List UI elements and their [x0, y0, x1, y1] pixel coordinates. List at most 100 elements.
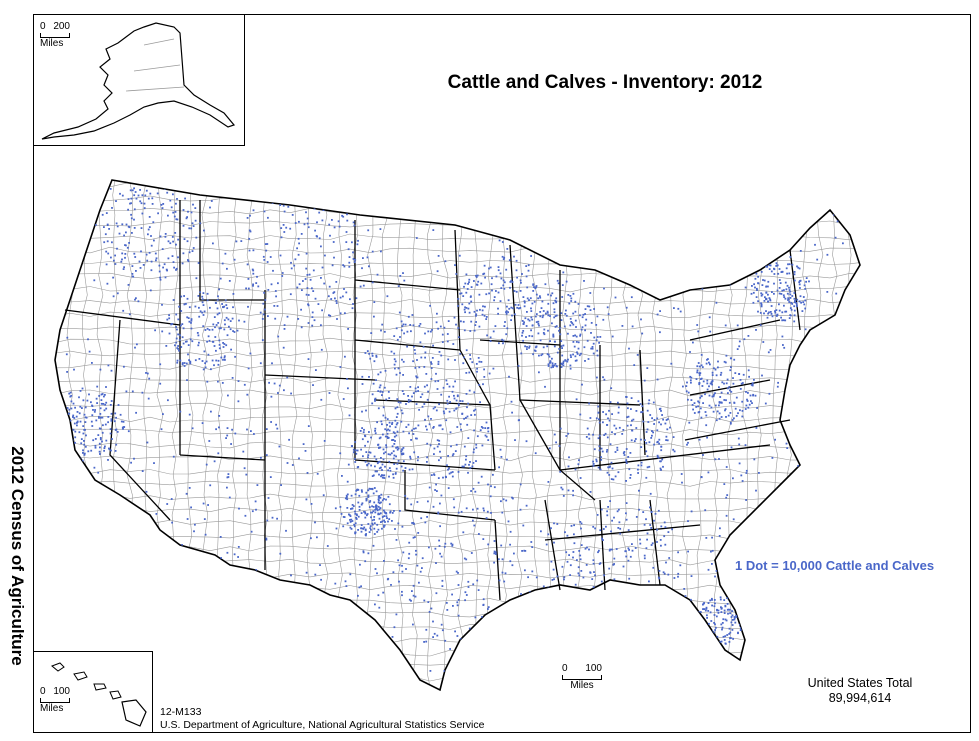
- county-border: [666, 180, 674, 690]
- cattle-dot: [585, 564, 588, 566]
- cattle-dot: [659, 460, 661, 463]
- cattle-dot: [488, 372, 491, 375]
- cattle-dot: [378, 502, 381, 505]
- cattle-dot: [553, 433, 556, 436]
- cattle-dot: [283, 231, 286, 233]
- cattle-dot: [473, 429, 475, 432]
- cattle-dot: [722, 618, 725, 621]
- cattle-dot: [469, 354, 471, 356]
- cattle-dot: [584, 329, 586, 332]
- cattle-dot: [401, 594, 403, 597]
- cattle-dot: [400, 409, 403, 412]
- cattle-dot: [307, 226, 310, 229]
- cattle-dot: [606, 510, 608, 513]
- cattle-dot: [399, 275, 402, 277]
- cattle-dot: [467, 580, 470, 583]
- cattle-dot: [808, 441, 811, 443]
- cattle-dot: [374, 427, 377, 430]
- cattle-dot: [162, 266, 164, 269]
- cattle-dot: [121, 258, 123, 261]
- cattle-dot: [474, 642, 477, 644]
- cattle-dot: [427, 390, 429, 393]
- cattle-dot: [601, 628, 603, 631]
- cattle-dot: [574, 359, 577, 362]
- cattle-dot: [782, 344, 784, 346]
- cattle-dot: [687, 391, 690, 394]
- cattle-dot: [804, 328, 807, 331]
- cattle-dot: [495, 290, 497, 292]
- cattle-dot: [279, 552, 282, 555]
- cattle-dot: [460, 647, 462, 649]
- cattle-dot: [515, 269, 518, 272]
- cattle-dot: [561, 284, 564, 286]
- cattle-dot: [540, 354, 543, 357]
- cattle-dot: [114, 254, 116, 257]
- cattle-dot: [789, 293, 792, 296]
- cattle-dot: [594, 574, 596, 577]
- cattle-dot: [353, 224, 356, 227]
- cattle-dot: [553, 316, 556, 319]
- cattle-dot: [155, 513, 158, 515]
- cattle-dot: [774, 438, 776, 441]
- cattle-dot: [281, 275, 284, 277]
- cattle-dot: [186, 216, 188, 218]
- cattle-dot: [589, 491, 592, 493]
- cattle-dot: [251, 268, 254, 271]
- cattle-dot: [189, 360, 192, 363]
- cattle-dot: [140, 250, 142, 253]
- cattle-dot: [720, 623, 723, 626]
- cattle-dot: [367, 489, 370, 492]
- cattle-dot: [783, 289, 785, 291]
- cattle-dot: [698, 372, 701, 374]
- cattle-dot: [145, 253, 148, 256]
- cattle-dot: [252, 283, 254, 286]
- cattle-dot: [91, 362, 93, 364]
- cattle-dot: [769, 264, 772, 267]
- county-borders: [55, 180, 860, 690]
- cattle-dot: [455, 570, 458, 573]
- cattle-dot: [401, 412, 404, 415]
- cattle-dot: [714, 629, 716, 631]
- cattle-dot: [599, 233, 602, 235]
- cattle-dot: [311, 316, 314, 318]
- cattle-dot: [741, 613, 744, 616]
- cattle-dot: [560, 362, 563, 365]
- cattle-dot: [428, 423, 431, 426]
- cattle-dot: [94, 584, 97, 587]
- cattle-dot: [463, 557, 466, 560]
- cattle-dot: [437, 477, 440, 479]
- county-border: [55, 402, 860, 410]
- cattle-dot: [542, 346, 545, 349]
- cattle-dot: [237, 546, 240, 548]
- cattle-dot: [84, 428, 86, 431]
- cattle-dot: [721, 381, 724, 384]
- cattle-dot: [732, 377, 734, 379]
- cattle-dot: [395, 446, 397, 449]
- cattle-dot: [653, 423, 655, 425]
- cattle-dot: [771, 457, 774, 459]
- cattle-dot: [155, 259, 157, 262]
- cattle-dot: [840, 379, 843, 381]
- cattle-dot: [491, 289, 493, 292]
- cattle-dot: [147, 228, 150, 231]
- cattle-dot: [478, 360, 481, 363]
- cattle-dot: [380, 666, 383, 669]
- cattle-dot: [473, 391, 476, 394]
- cattle-dot: [279, 204, 282, 206]
- cattle-dot: [425, 425, 427, 428]
- cattle-dot: [93, 466, 96, 469]
- cattle-dot: [389, 453, 392, 456]
- cattle-dot: [412, 522, 415, 524]
- cattle-dot: [708, 404, 711, 407]
- cattle-dot: [758, 472, 760, 474]
- county-border: [55, 571, 860, 579]
- cattle-dot: [549, 315, 551, 317]
- cattle-dot: [822, 653, 825, 656]
- cattle-dot: [486, 510, 489, 513]
- cattle-dot: [388, 397, 391, 399]
- cattle-dot: [757, 310, 759, 313]
- cattle-dot: [706, 633, 709, 635]
- cattle-dot: [75, 245, 78, 248]
- cattle-dot: [100, 402, 103, 405]
- cattle-dot: [179, 359, 182, 362]
